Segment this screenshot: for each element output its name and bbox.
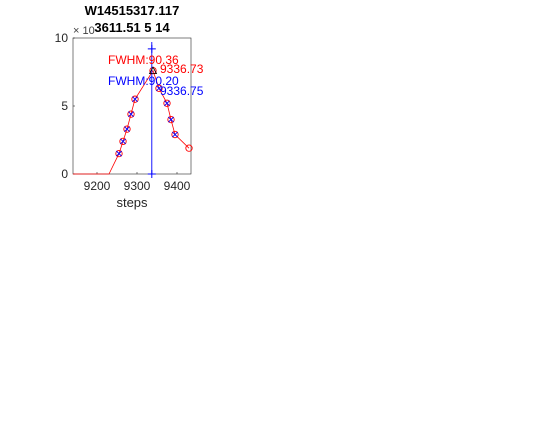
series-1-point-8 [172, 131, 178, 138]
series-0-point-8 [155, 84, 163, 92]
series-0-point-4 [123, 125, 131, 133]
series-0-point-6 [131, 95, 139, 103]
series-0-point-5 [127, 110, 135, 118]
x-tick-label-2: 9400 [164, 179, 191, 193]
plot-area [72, 37, 192, 175]
chart-title-line-1: W14515317.117 [85, 3, 180, 18]
series-1-point-7 [168, 116, 174, 123]
series-1-point-2 [124, 126, 130, 133]
y-exponent-label: × 10 [73, 25, 95, 37]
x-axis-label: steps [116, 195, 148, 210]
annotation-blue-fwhm: FWHM:90.20 [108, 74, 179, 88]
series-0-point-2 [115, 149, 123, 158]
peak-base-marker [147, 170, 156, 178]
series-1-point-0 [116, 150, 122, 157]
series-0-point-10 [167, 115, 175, 124]
peak-triangle-marker [148, 66, 158, 75]
series-0-point-9 [163, 99, 171, 107]
annotation-red-center: 9336.73 [160, 62, 204, 76]
y-tick-label-2: 10 [55, 31, 69, 45]
series-1-point-1 [120, 138, 126, 145]
series-0-point-11 [171, 130, 179, 139]
series-1-point-4 [132, 96, 138, 103]
x-tick-label-0: 9200 [84, 179, 111, 193]
series-layer [73, 66, 193, 175]
annotation-blue-center: 9336.75 [160, 84, 204, 98]
series-0-point-12 [185, 144, 193, 152]
chart-title-line-2: 3611.51 5 14 [94, 20, 170, 35]
series-1-point-5 [156, 85, 162, 92]
y-tick-label-0: 0 [61, 167, 68, 181]
series-1-point-3 [128, 111, 134, 118]
annotation-red-fwhm: FWHM:90.36 [108, 53, 179, 67]
x-tick-label-1: 9300 [124, 179, 151, 193]
y-tick-label-1: 5 [61, 99, 68, 113]
marker-layer [147, 42, 158, 178]
axes-group: 9200 9300 9400 0 5 10 [55, 31, 191, 193]
peak-marker [147, 44, 156, 53]
series-1-point-6 [164, 100, 170, 107]
series-0-point-3 [119, 137, 127, 146]
